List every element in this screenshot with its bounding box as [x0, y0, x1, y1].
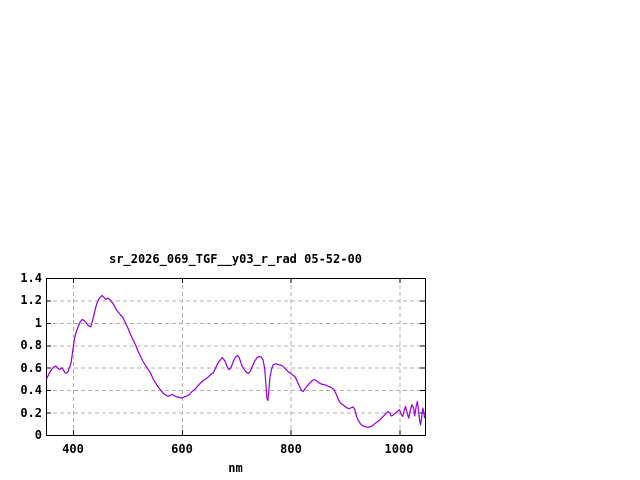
plot-border — [46, 278, 426, 436]
data-series-line — [45, 294, 426, 428]
x-axis-label: nm — [228, 461, 243, 475]
chart-title: sr_2026_069_TGF__y03_r_rad 05-52-00 — [109, 252, 362, 266]
